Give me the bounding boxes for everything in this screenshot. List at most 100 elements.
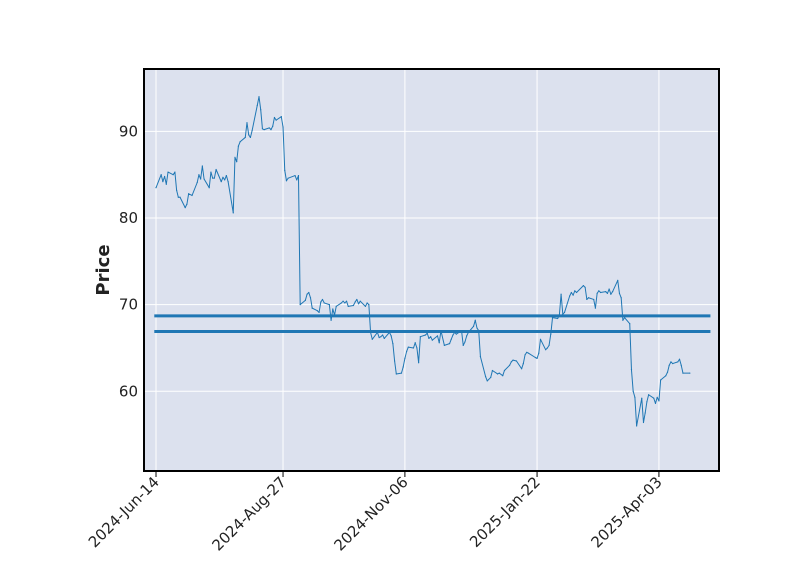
series-point-209 (678, 358, 681, 360)
plot-frame (143, 68, 720, 472)
series-point-198 (653, 397, 655, 399)
series-point-39 (251, 129, 253, 132)
series-point-20 (208, 187, 210, 189)
series-point-17 (200, 178, 202, 180)
series-point-188 (629, 323, 631, 325)
series-point-191 (634, 396, 636, 398)
series-point-141 (508, 364, 511, 366)
series-point-34 (239, 141, 241, 143)
series-point-150 (534, 356, 536, 359)
series-point-128 (472, 325, 475, 327)
series-point-144 (515, 360, 518, 362)
series-point-113 (431, 339, 433, 341)
series-point-127 (467, 331, 470, 333)
series-point-31 (234, 156, 236, 158)
series-point-180 (608, 288, 610, 290)
series-point-80 (354, 301, 356, 303)
series-point-118 (448, 343, 451, 345)
series-point-50 (280, 116, 282, 118)
series-point-10 (179, 196, 181, 198)
series-point-14 (191, 194, 193, 197)
series-point-98 (395, 373, 397, 375)
series-point-24 (215, 168, 217, 171)
series-point-77 (345, 300, 348, 302)
series-point-78 (347, 305, 349, 307)
series-point-185 (620, 297, 622, 299)
series-point-2 (162, 181, 164, 183)
series-point-161 (560, 293, 562, 295)
series-point-69 (328, 304, 330, 306)
series-point-204 (666, 371, 669, 373)
series-point-82 (357, 303, 360, 305)
series-point-37 (248, 134, 250, 136)
series-point-178 (605, 291, 607, 293)
series-point-175 (596, 292, 598, 294)
series-point-189 (630, 369, 633, 371)
series-point-173 (593, 298, 595, 301)
series-point-158 (551, 317, 554, 319)
series-point-164 (569, 295, 571, 297)
series-point-194 (642, 421, 645, 424)
series-point-94 (388, 331, 391, 333)
series-point-187 (623, 317, 626, 319)
series-point-105 (414, 342, 416, 344)
series-point-38 (249, 136, 252, 139)
price-series (155, 96, 691, 427)
x-tick-label-2: 2024-Nov-06 (330, 473, 411, 554)
series-point-8 (176, 189, 178, 191)
series-point-125 (464, 341, 466, 343)
series-point-202 (660, 379, 662, 381)
series-point-159 (557, 317, 559, 320)
series-point-28 (225, 174, 227, 177)
series-point-104 (412, 347, 415, 349)
series-point-137 (496, 373, 499, 375)
y-axis-ticks: 60 70 80 90 (119, 122, 138, 400)
series-point-89 (376, 331, 379, 333)
series-point-36 (246, 122, 248, 124)
series-point-75 (342, 300, 344, 302)
series-point-196 (646, 401, 648, 403)
series-point-207 (672, 362, 674, 365)
series-point-152 (538, 352, 540, 354)
series-point-100 (402, 366, 404, 368)
series-point-206 (670, 361, 672, 363)
series-point-96 (392, 343, 394, 345)
series-point-85 (366, 302, 368, 304)
series-point-64 (316, 310, 318, 312)
series-point-139 (502, 375, 504, 377)
series-point-156 (548, 344, 550, 346)
series-point-130 (476, 327, 478, 329)
series-point-81 (356, 298, 358, 301)
series-point-25 (220, 181, 222, 183)
series-point-62 (309, 297, 312, 299)
series-point-66 (320, 301, 322, 303)
series-point-52 (284, 169, 286, 171)
series-point-143 (512, 359, 514, 361)
y-tick-label-90: 90 (119, 122, 138, 140)
series-point-48 (273, 116, 276, 119)
y-axis-label: Price (93, 244, 114, 295)
series-point-71 (332, 308, 334, 310)
series-point-3 (163, 175, 166, 178)
series-point-171 (586, 298, 588, 301)
series-point-172 (587, 297, 590, 299)
series-point-12 (186, 203, 188, 205)
series-point-132 (479, 356, 482, 358)
series-point-55 (294, 174, 296, 177)
series-point-184 (618, 292, 621, 294)
series-point-13 (188, 193, 190, 195)
series-point-29 (227, 181, 229, 183)
series-point-23 (213, 177, 215, 179)
series-point-168 (575, 291, 578, 294)
series-point-42 (260, 109, 262, 111)
series-point-107 (418, 362, 420, 364)
x-tick-label-1: 2024-Aug-27 (209, 473, 290, 554)
series-point-7 (174, 171, 176, 173)
series-point-212 (689, 372, 691, 374)
series-point-103 (407, 346, 409, 348)
series-point-41 (258, 96, 260, 98)
series-point-26 (222, 176, 224, 178)
series-point-174 (594, 307, 597, 309)
series-point-19 (203, 178, 205, 180)
